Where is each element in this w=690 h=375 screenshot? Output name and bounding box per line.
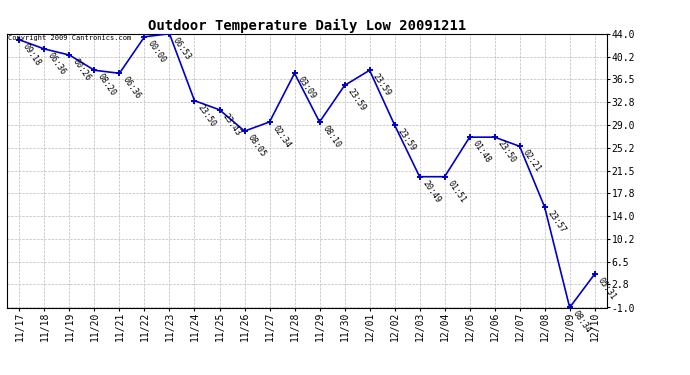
Text: 23:59: 23:59 [396,127,417,153]
Text: 05:31: 05:31 [596,276,618,302]
Text: 23:50: 23:50 [496,139,518,165]
Text: 06:53: 06:53 [170,36,193,61]
Text: 23:57: 23:57 [546,209,568,235]
Text: Copyright 2009 Cantronics.com: Copyright 2009 Cantronics.com [8,35,131,41]
Text: 09:18: 09:18 [21,42,42,67]
Text: 01:48: 01:48 [471,139,493,165]
Text: 00:26: 00:26 [70,57,92,82]
Text: 00:00: 00:00 [146,39,168,64]
Text: 08:10: 08:10 [321,124,342,149]
Text: 08:20: 08:20 [96,72,117,98]
Text: 23:50: 23:50 [196,102,217,128]
Text: 03:09: 03:09 [296,75,317,101]
Text: 23:59: 23:59 [371,72,393,98]
Text: 20:49: 20:49 [421,178,442,204]
Text: 06:36: 06:36 [121,75,142,101]
Text: 23:59: 23:59 [346,87,368,113]
Text: 01:51: 01:51 [446,178,468,204]
Text: 02:21: 02:21 [521,148,542,174]
Title: Outdoor Temperature Daily Low 20091211: Outdoor Temperature Daily Low 20091211 [148,18,466,33]
Text: 08:05: 08:05 [246,133,268,159]
Text: 08:34: 08:34 [571,309,593,335]
Text: 06:36: 06:36 [46,51,68,76]
Text: 23:43: 23:43 [221,112,242,137]
Text: 02:34: 02:34 [270,124,293,149]
